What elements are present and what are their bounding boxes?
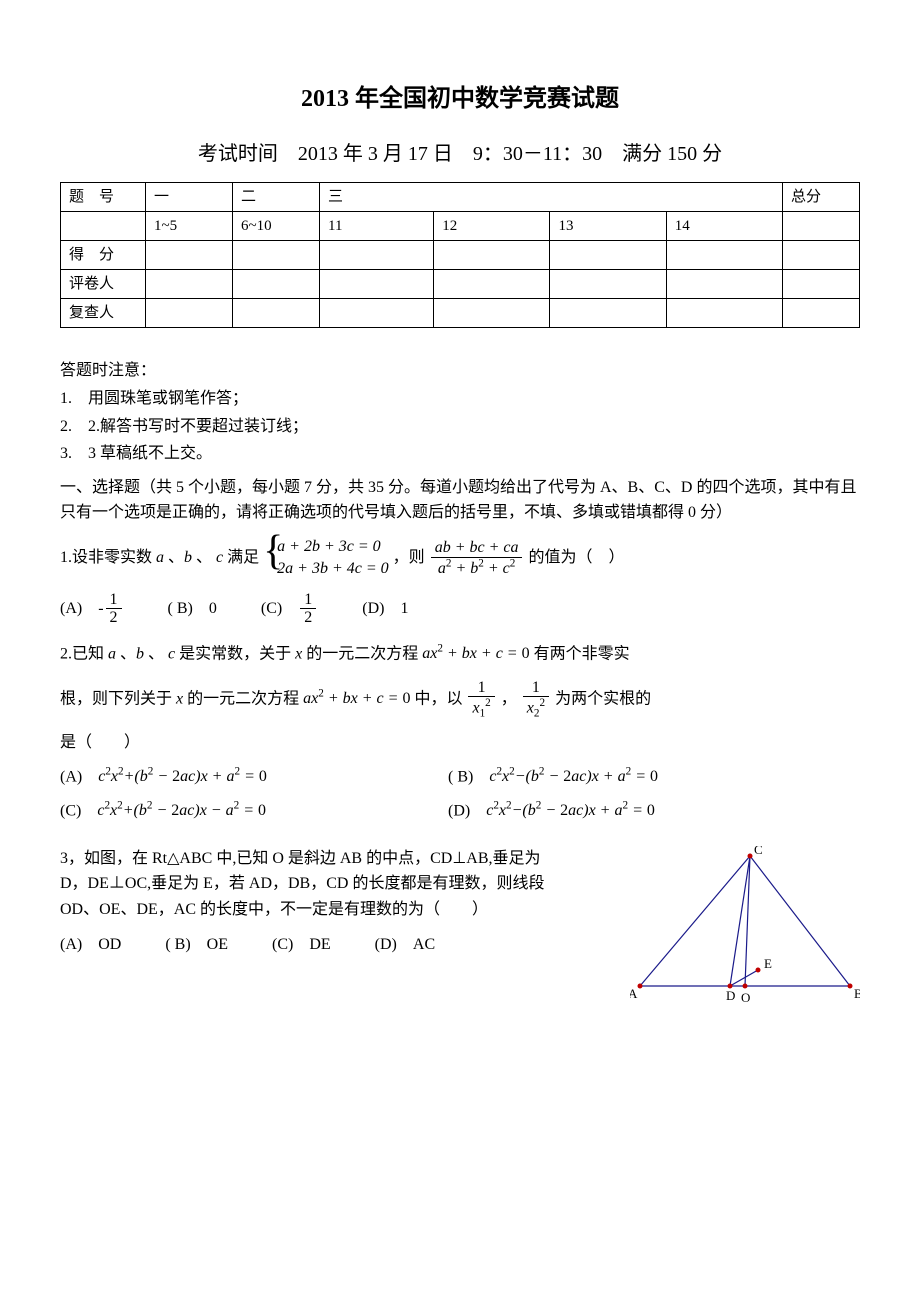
cell: 评卷人 bbox=[61, 270, 146, 299]
option-d: (D) AC bbox=[375, 932, 435, 958]
q3-text: 3，如图，在 Rt△ABC 中,已知 O 是斜边 AB 的中点，CD⊥AB,垂足… bbox=[60, 846, 630, 958]
table-row: 复查人 bbox=[61, 299, 860, 328]
cell: 三 bbox=[320, 183, 783, 212]
cell: 一 bbox=[146, 183, 233, 212]
q3-figure: A B C D E O bbox=[630, 846, 860, 1015]
option-b: ( B) 0 bbox=[168, 596, 217, 622]
exam-page: 2013 年全国初中数学竞赛试题 考试时间 2013 年 3 月 17 日 9：… bbox=[0, 0, 920, 1068]
question-1: 1.设非零实数 a 、b 、 c 满足 a + 2b + 3c = 0 2a +… bbox=[60, 536, 860, 627]
section-1-intro: 一、选择题（共 5 个小题，每小题 7 分，共 35 分。每道小题均给出了代号为… bbox=[60, 475, 860, 526]
table-row: 题 号 一 二 三 总分 bbox=[61, 183, 860, 212]
option-d: (D) 1 bbox=[362, 596, 408, 622]
table-row: 评卷人 bbox=[61, 270, 860, 299]
option-c: (C) c2x2+(b2 − 2ac)x − a2 = 0 bbox=[60, 798, 444, 824]
note-item: 3. 3 草稿纸不上交。 bbox=[60, 441, 860, 467]
option-a: (A) c2x2+(b2 − 2ac)x + a2 = 0 bbox=[60, 764, 444, 790]
cell: 二 bbox=[233, 183, 320, 212]
table-row: 得 分 bbox=[61, 241, 860, 270]
svg-text:E: E bbox=[764, 956, 772, 971]
svg-text:C: C bbox=[754, 846, 763, 857]
q1-mid: 满足 bbox=[227, 549, 263, 566]
equation-system: a + 2b + 3c = 0 2a + 3b + 4c = 0 bbox=[263, 536, 389, 581]
question-2: 2.已知 a 、b 、 c 是实常数，关于 x 的一元二次方程 ax2 + bx… bbox=[60, 641, 860, 832]
option-b: ( B) c2x2−(b2 − 2ac)x + a2 = 0 bbox=[448, 764, 832, 790]
option-c: (C) 12 bbox=[261, 591, 318, 627]
cell: 总分 bbox=[783, 183, 860, 212]
cell: 6~10 bbox=[233, 212, 320, 241]
q3-line: 3，如图，在 Rt△ABC 中,已知 O 是斜边 AB 的中点，CD⊥AB,垂足… bbox=[60, 846, 630, 872]
table-row: 1~5 6~10 11 12 13 14 bbox=[61, 212, 860, 241]
notes-header: 答题时注意： bbox=[60, 358, 860, 384]
q2-line1: 2.已知 a 、b 、 c 是实常数，关于 x 的一元二次方程 ax2 + bx… bbox=[60, 641, 860, 667]
q3-line: D，DE⊥OC,垂足为 E，若 AD，DB，CD 的长度都是有理数，则线段 bbox=[60, 871, 630, 897]
main-title: 2013 年全国初中数学竞赛试题 bbox=[60, 80, 860, 118]
cell bbox=[783, 212, 860, 241]
q2-options: (A) c2x2+(b2 − 2ac)x + a2 = 0 ( B) c2x2−… bbox=[60, 764, 860, 832]
q1-tail: 的值为（ ） bbox=[528, 549, 624, 566]
option-c: (C) DE bbox=[272, 932, 331, 958]
svg-text:A: A bbox=[630, 986, 638, 1001]
subtitle: 考试时间 2013 年 3 月 17 日 9：30－11：30 满分 150 分 bbox=[60, 138, 860, 170]
q2-line2: 根，则下列关于 x 的一元二次方程 ax2 + bx + c = 0 中，以 1… bbox=[60, 679, 860, 720]
cell bbox=[61, 212, 146, 241]
svg-text:D: D bbox=[726, 988, 735, 1003]
option-a: (A) OD bbox=[60, 932, 121, 958]
cell: 12 bbox=[434, 212, 550, 241]
q1-options: (A) -12 ( B) 0 (C) 12 (D) 1 bbox=[60, 591, 860, 627]
option-a: (A) -12 bbox=[60, 591, 124, 627]
note-item: 2. 2.解答书写时不要超过装订线； bbox=[60, 414, 860, 440]
note-item: 1. 用圆珠笔或钢笔作答； bbox=[60, 386, 860, 412]
q3-line: OD、OE、DE，AC 的长度中，不一定是有理数的为（ ） bbox=[60, 897, 630, 923]
cell: 1~5 bbox=[146, 212, 233, 241]
q1-after: ，则 bbox=[393, 549, 429, 566]
triangle-diagram: A B C D E O bbox=[630, 846, 860, 1006]
cell: 11 bbox=[320, 212, 434, 241]
cell: 14 bbox=[666, 212, 782, 241]
cell: 题 号 bbox=[61, 183, 146, 212]
notes-block: 答题时注意： 1. 用圆珠笔或钢笔作答； 2. 2.解答书写时不要超过装订线； … bbox=[60, 358, 860, 466]
score-table: 题 号 一 二 三 总分 1~5 6~10 11 12 13 14 得 分 评卷… bbox=[60, 182, 860, 328]
q3-options: (A) OD ( B) OE (C) DE (D) AC bbox=[60, 932, 630, 958]
svg-text:B: B bbox=[854, 986, 860, 1001]
option-b: ( B) OE bbox=[165, 932, 228, 958]
q1-lead: 1.设非零实数 bbox=[60, 549, 156, 566]
cell: 复查人 bbox=[61, 299, 146, 328]
cell: 得 分 bbox=[61, 241, 146, 270]
fraction: ab + bc + ca a2 + b2 + c2 bbox=[431, 539, 523, 578]
question-3: 3，如图，在 Rt△ABC 中,已知 O 是斜边 AB 的中点，CD⊥AB,垂足… bbox=[60, 846, 860, 1015]
svg-text:O: O bbox=[741, 990, 750, 1005]
option-d: (D) c2x2−(b2 − 2ac)x + a2 = 0 bbox=[448, 798, 832, 824]
cell: 13 bbox=[550, 212, 666, 241]
q2-line3: 是（ ） bbox=[60, 730, 860, 756]
